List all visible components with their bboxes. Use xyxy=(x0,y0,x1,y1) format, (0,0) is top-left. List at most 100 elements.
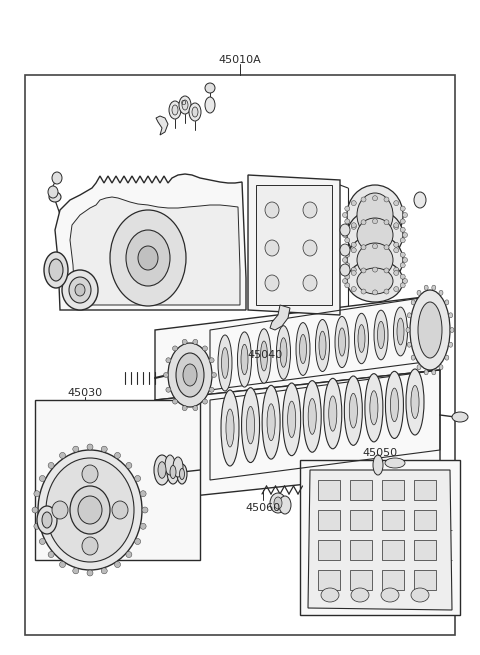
Ellipse shape xyxy=(265,275,279,291)
Ellipse shape xyxy=(347,260,403,302)
Ellipse shape xyxy=(347,185,403,245)
Bar xyxy=(350,510,372,530)
Polygon shape xyxy=(155,295,440,400)
Ellipse shape xyxy=(319,331,326,360)
Ellipse shape xyxy=(445,355,449,360)
Bar xyxy=(414,570,436,590)
Ellipse shape xyxy=(384,197,389,202)
Ellipse shape xyxy=(87,444,93,450)
Ellipse shape xyxy=(276,326,290,379)
Ellipse shape xyxy=(340,264,350,276)
Ellipse shape xyxy=(241,388,260,462)
Ellipse shape xyxy=(411,588,429,602)
Ellipse shape xyxy=(351,242,356,247)
Ellipse shape xyxy=(182,100,188,110)
Ellipse shape xyxy=(218,335,232,391)
Ellipse shape xyxy=(52,172,62,184)
Polygon shape xyxy=(270,305,290,330)
Ellipse shape xyxy=(49,192,61,202)
Ellipse shape xyxy=(343,212,348,217)
Ellipse shape xyxy=(48,552,54,557)
Ellipse shape xyxy=(357,193,393,237)
Ellipse shape xyxy=(300,335,307,364)
Ellipse shape xyxy=(372,244,377,249)
Ellipse shape xyxy=(400,219,405,224)
Ellipse shape xyxy=(324,379,342,449)
Ellipse shape xyxy=(212,373,216,377)
Bar xyxy=(318,570,340,590)
Ellipse shape xyxy=(176,353,204,397)
Ellipse shape xyxy=(397,318,404,345)
Ellipse shape xyxy=(361,219,366,225)
Ellipse shape xyxy=(280,338,287,367)
Ellipse shape xyxy=(221,348,228,379)
Ellipse shape xyxy=(414,192,426,208)
Ellipse shape xyxy=(400,227,405,233)
Ellipse shape xyxy=(372,246,377,252)
Bar xyxy=(382,510,404,530)
Ellipse shape xyxy=(432,285,436,290)
Ellipse shape xyxy=(138,246,158,270)
Ellipse shape xyxy=(274,497,282,509)
Ellipse shape xyxy=(115,561,120,568)
Ellipse shape xyxy=(445,300,449,305)
Bar xyxy=(382,570,404,590)
Ellipse shape xyxy=(182,405,187,411)
Ellipse shape xyxy=(267,403,275,441)
Ellipse shape xyxy=(192,107,198,117)
Polygon shape xyxy=(248,175,340,315)
Ellipse shape xyxy=(165,455,175,475)
Ellipse shape xyxy=(37,506,57,534)
Ellipse shape xyxy=(361,271,366,275)
Ellipse shape xyxy=(270,493,286,513)
Ellipse shape xyxy=(38,450,142,570)
Ellipse shape xyxy=(60,561,65,568)
Ellipse shape xyxy=(34,523,40,529)
Bar xyxy=(350,480,372,500)
Ellipse shape xyxy=(410,290,450,370)
Ellipse shape xyxy=(394,286,399,291)
Ellipse shape xyxy=(87,570,93,576)
Ellipse shape xyxy=(340,224,350,236)
Ellipse shape xyxy=(182,339,187,345)
Ellipse shape xyxy=(345,219,350,224)
Ellipse shape xyxy=(351,225,356,229)
Ellipse shape xyxy=(452,412,468,422)
Ellipse shape xyxy=(384,268,389,273)
Ellipse shape xyxy=(221,390,239,466)
Ellipse shape xyxy=(394,267,399,272)
Ellipse shape xyxy=(357,218,393,252)
Ellipse shape xyxy=(411,386,419,419)
Ellipse shape xyxy=(283,383,300,456)
Ellipse shape xyxy=(101,446,107,452)
Ellipse shape xyxy=(303,381,321,452)
Ellipse shape xyxy=(432,370,436,375)
Ellipse shape xyxy=(347,210,403,260)
Ellipse shape xyxy=(32,507,38,513)
Ellipse shape xyxy=(209,358,214,363)
Ellipse shape xyxy=(154,455,170,485)
Ellipse shape xyxy=(394,223,399,228)
Ellipse shape xyxy=(424,285,428,290)
Ellipse shape xyxy=(417,315,423,341)
Ellipse shape xyxy=(126,552,132,557)
Ellipse shape xyxy=(70,486,110,534)
Ellipse shape xyxy=(158,462,166,478)
Ellipse shape xyxy=(296,323,310,375)
Ellipse shape xyxy=(78,496,102,524)
Ellipse shape xyxy=(166,358,171,363)
Ellipse shape xyxy=(177,464,187,484)
Ellipse shape xyxy=(403,278,408,284)
Ellipse shape xyxy=(321,588,339,602)
Ellipse shape xyxy=(374,310,388,360)
Ellipse shape xyxy=(449,342,453,347)
Ellipse shape xyxy=(343,257,348,263)
Ellipse shape xyxy=(303,275,317,291)
Ellipse shape xyxy=(42,512,52,528)
Ellipse shape xyxy=(351,271,356,276)
Ellipse shape xyxy=(345,238,350,243)
Ellipse shape xyxy=(390,388,398,422)
Bar xyxy=(382,480,404,500)
Ellipse shape xyxy=(365,373,383,442)
Ellipse shape xyxy=(384,219,389,225)
